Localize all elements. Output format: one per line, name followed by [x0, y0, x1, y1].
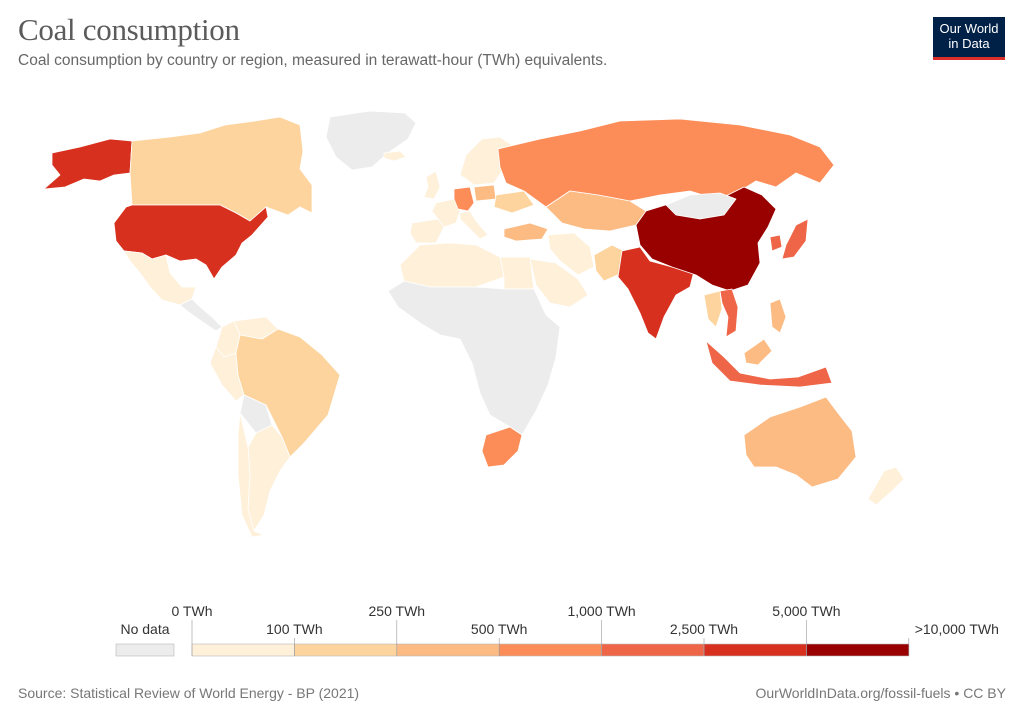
logo-line-2: in Data	[948, 36, 990, 51]
region-argentina[interactable]	[247, 424, 291, 532]
legend-label-0: 0 TWh	[172, 603, 213, 619]
region-india[interactable]	[617, 246, 695, 340]
legend-label-5: 2,500 TWh	[670, 621, 738, 637]
legend-label-6: 5,000 TWh	[772, 603, 840, 619]
chart-subtitle: Coal consumption by country or region, m…	[18, 52, 608, 69]
region-japan[interactable]	[781, 218, 809, 260]
region-thailand[interactable]	[703, 290, 723, 328]
region-united-kingdom[interactable]	[423, 170, 441, 200]
legend-no-data-label: No data	[120, 621, 169, 637]
legend-bin-3[interactable]	[498, 643, 602, 657]
region-germany[interactable]	[453, 186, 475, 212]
legend-label-4: 1,000 TWh	[567, 603, 635, 619]
region-australia[interactable]	[743, 396, 857, 488]
region-greenland[interactable]	[325, 110, 417, 171]
legend-label-1: 100 TWh	[266, 621, 323, 637]
world-map	[43, 110, 905, 538]
region-spain[interactable]	[409, 218, 445, 244]
region-iran[interactable]	[547, 232, 595, 276]
region-poland[interactable]	[473, 184, 497, 202]
owid-logo[interactable]: Our World in Data	[933, 17, 1005, 60]
region-africa-no-data[interactable]	[387, 280, 561, 436]
region-chile[interactable]	[237, 412, 265, 538]
logo-line-1: Our World	[939, 21, 999, 36]
region-iceland[interactable]	[383, 150, 407, 162]
legend-bin-0[interactable]	[191, 643, 295, 657]
region-united-states[interactable]	[113, 204, 269, 280]
legend-bin-1[interactable]	[294, 643, 398, 657]
legend-label-3: 500 TWh	[471, 621, 528, 637]
legend-bin-5[interactable]	[703, 643, 807, 657]
legend-bin-2[interactable]	[396, 643, 500, 657]
region-alaska[interactable]	[43, 138, 133, 190]
region-vietnam[interactable]	[719, 288, 739, 338]
legend-label-7: >10,000 TWh	[915, 621, 999, 637]
region-philippines[interactable]	[769, 298, 787, 334]
legend-no-data-swatch[interactable]	[115, 643, 175, 657]
region-saudi-arabia[interactable]	[529, 258, 589, 308]
region-russia[interactable]	[497, 118, 835, 208]
region-brazil[interactable]	[235, 328, 341, 458]
region-indonesia[interactable]	[705, 340, 833, 388]
chart-title: Coal consumption	[18, 12, 240, 47]
region-italy[interactable]	[459, 210, 489, 240]
legend-bin-6[interactable]	[806, 643, 910, 657]
source-note: Source: Statistical Review of World Ener…	[18, 685, 360, 701]
owid-link[interactable]: OurWorldInData.org/fossil-fuels • CC BY	[755, 685, 1006, 701]
legend-bin-4[interactable]	[601, 643, 705, 657]
region-new-zealand[interactable]	[867, 466, 905, 506]
region-egypt[interactable]	[499, 256, 535, 290]
region-south-korea[interactable]	[769, 234, 783, 252]
region-south-africa[interactable]	[481, 426, 523, 468]
legend-label-2: 250 TWh	[369, 603, 426, 619]
region-north-africa[interactable]	[399, 242, 505, 288]
region-central-america[interactable]	[179, 298, 223, 332]
region-ukraine[interactable]	[493, 190, 535, 214]
region-malaysia[interactable]	[743, 338, 773, 366]
region-mongolia[interactable]	[665, 192, 737, 220]
region-turkey[interactable]	[503, 222, 549, 242]
region-mexico[interactable]	[123, 250, 197, 306]
